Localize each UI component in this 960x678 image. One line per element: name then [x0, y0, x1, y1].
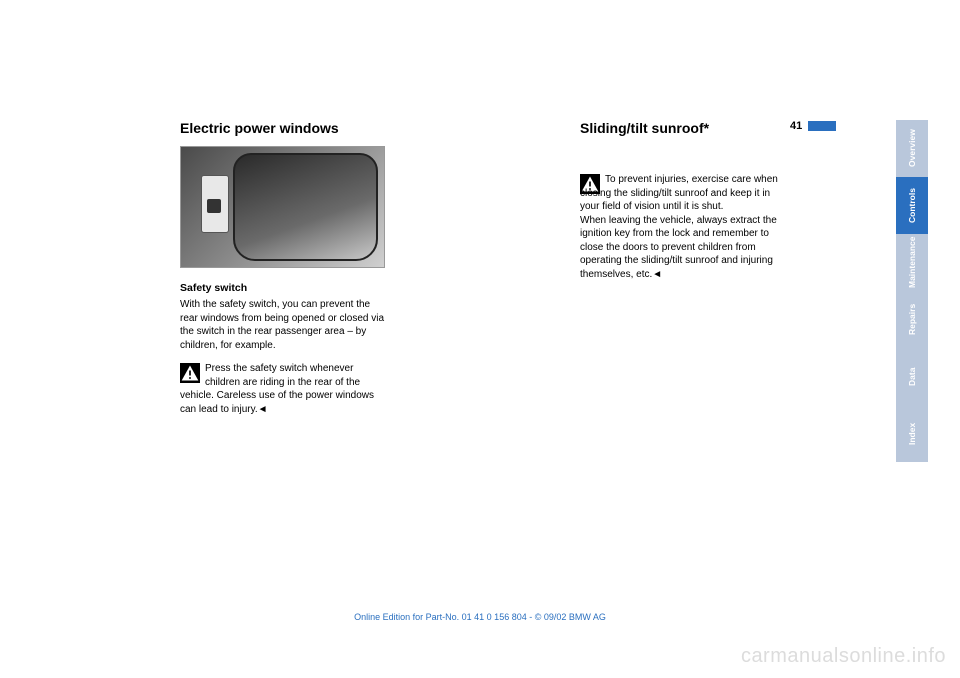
paragraph-safety-switch: With the safety switch, you can prevent … — [180, 298, 390, 352]
heading-right: Sliding/tilt sunroof* — [580, 120, 790, 136]
end-mark: ◄ — [652, 269, 662, 280]
page-number-wrap: 41 — [790, 120, 850, 132]
subheading-safety-switch: Safety switch — [180, 282, 390, 294]
left-column: Electric power windows Safety switch Wit… — [180, 120, 390, 416]
footer-text: Online Edition for Part-No. 01 41 0 156 … — [0, 612, 960, 622]
warning-icon — [580, 161, 600, 181]
page-number: 41 — [790, 120, 802, 132]
watermark-text: carmanualsonline.info — [741, 645, 946, 668]
tab-overview[interactable]: Overview — [896, 120, 928, 177]
page-content: Electric power windows Safety switch Wit… — [180, 120, 880, 620]
end-mark: ◄ — [258, 404, 268, 415]
warning-block-right: To prevent injuries, exercise care when … — [580, 146, 790, 281]
tab-index[interactable]: Index — [896, 405, 928, 462]
page-number-bar — [808, 121, 836, 131]
right-column: Sliding/tilt sunroof* To prevent injurie… — [580, 120, 790, 281]
tab-controls[interactable]: Controls — [896, 177, 928, 234]
side-tabs: Overview Controls Maintenance Repairs Da… — [896, 120, 928, 462]
warning-text-right: To prevent injuries, exercise care when … — [580, 174, 778, 280]
heading-left: Electric power windows — [180, 120, 390, 136]
warning-icon — [180, 363, 200, 383]
tab-data[interactable]: Data — [896, 348, 928, 405]
warning-text-left: Press the safety switch whenever childre… — [180, 363, 374, 415]
warning-block-left: Press the safety switch whenever childre… — [180, 362, 390, 416]
figure-safety-switch — [180, 146, 385, 268]
tab-maintenance[interactable]: Maintenance — [896, 234, 928, 291]
figure-boot-shape — [233, 153, 378, 261]
tab-repairs[interactable]: Repairs — [896, 291, 928, 348]
